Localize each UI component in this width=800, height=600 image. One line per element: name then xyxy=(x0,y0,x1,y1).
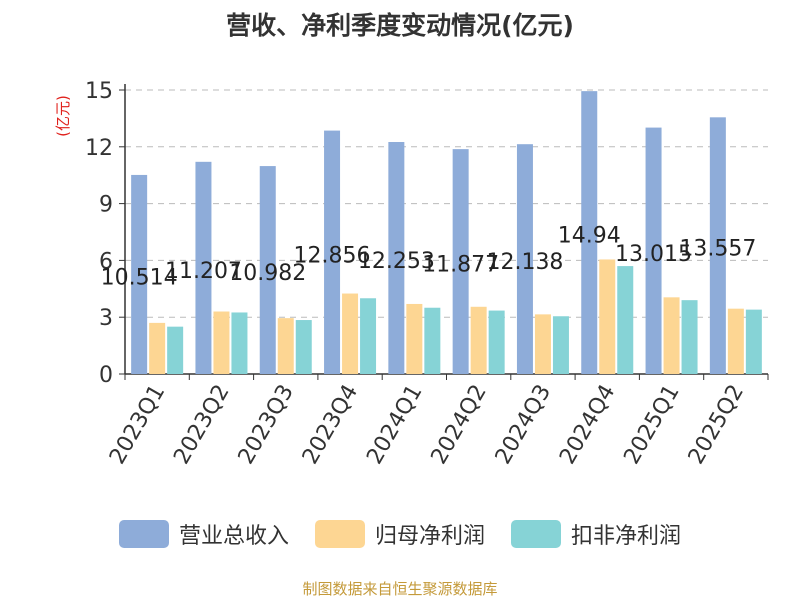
bar-net-profit xyxy=(663,297,680,374)
y-tick-label: 9 xyxy=(99,193,113,218)
bar-net-profit xyxy=(342,293,359,374)
bar-deducted-profit xyxy=(617,266,634,374)
legend-swatch-revenue xyxy=(118,520,169,548)
bar-revenue xyxy=(259,166,276,374)
data-label-revenue: 11.877 xyxy=(422,253,499,278)
bar-net-profit xyxy=(534,314,551,374)
x-tick-label: 2024Q3 xyxy=(491,381,556,469)
legend-item-net-profit[interactable]: 归母净利润 xyxy=(314,518,485,550)
bar-deducted-profit xyxy=(424,307,441,374)
bar-deducted-profit xyxy=(745,309,762,374)
bar-revenue xyxy=(195,161,212,374)
x-tick-label: 2023Q1 xyxy=(105,381,170,469)
data-label-revenue: 13.015 xyxy=(615,242,692,267)
data-label-revenue: 12.138 xyxy=(486,250,563,275)
x-tick-label: 2024Q4 xyxy=(555,381,620,469)
legend-label-deducted-profit: 扣非净利润 xyxy=(571,524,682,549)
bar-revenue xyxy=(516,144,533,374)
chart-title: 营收、净利季度变动情况(亿元) xyxy=(226,11,574,40)
bar-revenue xyxy=(645,127,662,374)
x-tick-label: 2023Q2 xyxy=(169,381,234,469)
legend: 营业总收入 归母净利润 扣非净利润 xyxy=(0,518,800,550)
bar-deducted-profit xyxy=(231,312,248,374)
data-label-revenue: 10.514 xyxy=(101,265,178,290)
y-tick-label: 12 xyxy=(85,136,113,161)
y-tick-label: 6 xyxy=(99,249,113,274)
legend-item-revenue[interactable]: 营业总收入 xyxy=(118,518,289,550)
x-tick-label: 2025Q2 xyxy=(684,381,749,469)
data-label-revenue: 14.94 xyxy=(558,224,621,249)
bar-revenue xyxy=(452,149,469,374)
legend-swatch-deducted-profit xyxy=(511,520,561,548)
data-label-revenue: 11.207 xyxy=(165,259,242,284)
bar-net-profit xyxy=(727,308,744,374)
data-label-revenue: 13.557 xyxy=(679,237,756,262)
bar-net-profit xyxy=(470,306,487,374)
x-tick-label: 2023Q4 xyxy=(298,381,363,469)
bar-net-profit xyxy=(406,303,423,374)
bar-revenue xyxy=(131,174,148,374)
bar-deducted-profit xyxy=(360,298,377,374)
bar-deducted-profit xyxy=(167,326,184,374)
y-tick-label: 3 xyxy=(99,306,113,331)
bar-net-profit xyxy=(213,311,230,374)
legend-label-revenue: 营业总收入 xyxy=(178,524,289,549)
bar-deducted-profit xyxy=(552,316,569,374)
legend-label-net-profit: 归母净利润 xyxy=(374,524,485,549)
data-label-revenue: 12.253 xyxy=(358,249,435,274)
x-tick-label: 2024Q2 xyxy=(427,381,492,469)
bar-revenue xyxy=(709,117,726,374)
bar-revenue xyxy=(388,142,405,374)
bar-deducted-profit xyxy=(681,300,698,374)
y-tick-label: 15 xyxy=(85,79,113,104)
bar-deducted-profit xyxy=(488,310,505,374)
data-label-revenue: 12.856 xyxy=(294,243,371,268)
bar-net-profit xyxy=(149,322,166,374)
x-tick-label: 2023Q3 xyxy=(234,381,299,469)
bar-deducted-profit xyxy=(295,320,312,374)
x-tick-label: 2024Q1 xyxy=(362,381,427,469)
y-tick-label: 0 xyxy=(99,363,113,388)
y-axis-label: (亿元) xyxy=(54,95,72,137)
bar-net-profit xyxy=(277,318,294,374)
data-label-revenue: 10.982 xyxy=(229,261,306,286)
bar-revenue xyxy=(324,130,341,374)
legend-swatch-net-profit xyxy=(314,520,365,548)
x-tick-label: 2025Q1 xyxy=(619,381,684,469)
legend-item-deducted-profit[interactable]: 扣非净利润 xyxy=(511,518,681,550)
source-note: 制图数据来自恒生聚源数据库 xyxy=(302,580,498,598)
bar-net-profit xyxy=(599,259,616,374)
bar-revenue xyxy=(581,91,598,375)
